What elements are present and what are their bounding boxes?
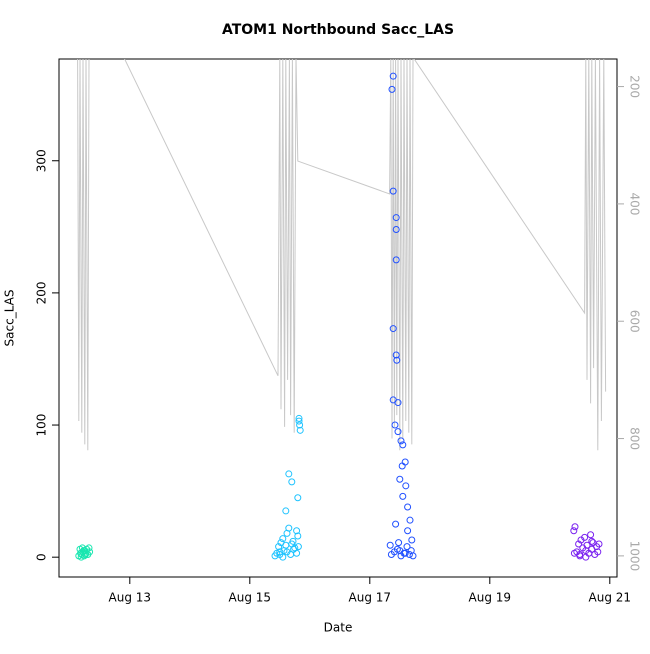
point bbox=[294, 543, 302, 551]
point bbox=[279, 535, 287, 543]
point bbox=[279, 553, 287, 561]
point bbox=[406, 516, 414, 524]
point bbox=[282, 541, 290, 549]
point bbox=[392, 351, 400, 359]
point bbox=[392, 520, 400, 528]
point bbox=[407, 547, 415, 555]
point bbox=[85, 544, 93, 552]
point bbox=[399, 441, 407, 449]
point bbox=[399, 492, 407, 500]
y-tick-label: 200 bbox=[35, 281, 49, 304]
point bbox=[392, 225, 400, 233]
point bbox=[396, 475, 404, 483]
point bbox=[283, 529, 291, 537]
point bbox=[570, 549, 578, 557]
x-axis-label: Date bbox=[324, 621, 353, 635]
x-tick-label: Aug 17 bbox=[349, 591, 392, 605]
plot-area bbox=[75, 59, 607, 561]
y-tick-label: 100 bbox=[35, 414, 49, 437]
point bbox=[296, 426, 304, 434]
point bbox=[295, 417, 303, 425]
point bbox=[392, 256, 400, 264]
y2-tick-label: 1000 bbox=[628, 541, 642, 572]
point bbox=[398, 462, 406, 470]
point bbox=[386, 541, 394, 549]
point bbox=[402, 482, 410, 490]
point bbox=[288, 478, 296, 486]
point bbox=[394, 428, 402, 436]
y2-tick-label: 800 bbox=[628, 427, 642, 450]
point bbox=[403, 543, 411, 551]
point bbox=[389, 396, 397, 404]
point bbox=[389, 187, 397, 195]
point bbox=[389, 325, 397, 333]
x-tick-label: Aug 13 bbox=[109, 591, 152, 605]
point bbox=[294, 532, 302, 540]
point bbox=[587, 531, 595, 539]
x-tick-label: Aug 19 bbox=[469, 591, 512, 605]
x-tick-label: Aug 21 bbox=[589, 591, 632, 605]
point bbox=[294, 494, 302, 502]
point bbox=[282, 507, 290, 515]
y-axis-label: Sacc_LAS bbox=[3, 290, 17, 347]
point bbox=[408, 536, 416, 544]
point bbox=[595, 540, 603, 548]
point bbox=[293, 549, 301, 557]
point bbox=[285, 470, 293, 478]
point bbox=[594, 548, 602, 556]
point bbox=[80, 547, 88, 555]
point bbox=[393, 545, 401, 553]
point bbox=[395, 539, 403, 547]
point bbox=[571, 523, 579, 531]
y2-tick-label: 400 bbox=[628, 192, 642, 215]
point bbox=[401, 458, 409, 466]
y2-tick-label: 200 bbox=[628, 75, 642, 98]
plot-frame bbox=[58, 58, 618, 578]
y-tick-label: 0 bbox=[35, 553, 49, 561]
point bbox=[81, 551, 89, 559]
point bbox=[388, 85, 396, 93]
x-tick-label: Aug 15 bbox=[229, 591, 272, 605]
point bbox=[404, 527, 412, 535]
point bbox=[588, 537, 596, 545]
point bbox=[570, 527, 578, 535]
point bbox=[393, 356, 401, 364]
point bbox=[389, 72, 397, 80]
y-tick-label: 300 bbox=[35, 149, 49, 172]
point bbox=[405, 551, 413, 559]
chart-title: ATOM1 Northbound Sacc_LAS bbox=[222, 22, 454, 38]
point bbox=[293, 527, 301, 535]
line-series bbox=[77, 59, 607, 451]
point bbox=[276, 548, 284, 556]
point bbox=[296, 421, 304, 429]
point bbox=[582, 553, 590, 561]
point bbox=[404, 503, 412, 511]
point bbox=[391, 421, 399, 429]
point bbox=[397, 437, 405, 445]
point bbox=[295, 414, 303, 422]
point bbox=[581, 533, 589, 541]
point bbox=[583, 541, 591, 549]
point bbox=[392, 214, 400, 222]
y2-tick-label: 600 bbox=[628, 310, 642, 333]
